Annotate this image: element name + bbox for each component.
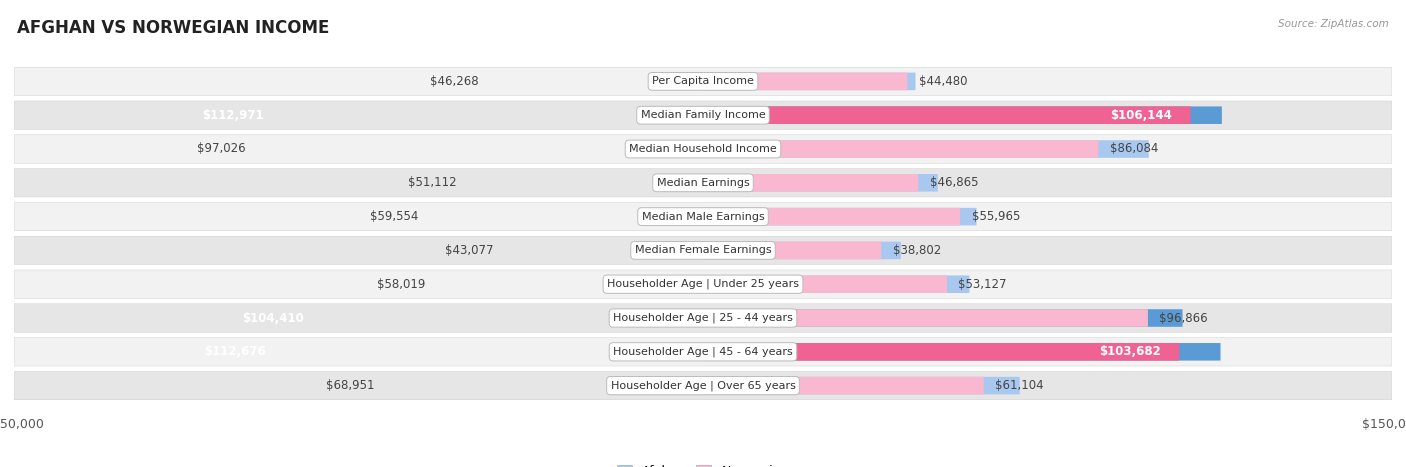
Text: $43,077: $43,077 — [446, 244, 494, 257]
Text: $106,144: $106,144 — [1111, 109, 1173, 122]
Text: $61,104: $61,104 — [995, 379, 1043, 392]
FancyBboxPatch shape — [703, 174, 918, 191]
Text: Householder Age | 45 - 64 years: Householder Age | 45 - 64 years — [613, 347, 793, 357]
Text: Median Household Income: Median Household Income — [628, 144, 778, 154]
Text: Householder Age | Over 65 years: Householder Age | Over 65 years — [610, 380, 796, 391]
Text: Median Female Earnings: Median Female Earnings — [634, 245, 772, 255]
FancyBboxPatch shape — [14, 304, 1392, 332]
FancyBboxPatch shape — [703, 343, 1180, 361]
Text: Per Capita Income: Per Capita Income — [652, 77, 754, 86]
FancyBboxPatch shape — [14, 101, 1392, 129]
FancyBboxPatch shape — [703, 174, 938, 191]
Text: $38,802: $38,802 — [893, 244, 941, 257]
Text: Householder Age | Under 25 years: Householder Age | Under 25 years — [607, 279, 799, 290]
FancyBboxPatch shape — [703, 140, 1149, 158]
Text: Median Earnings: Median Earnings — [657, 178, 749, 188]
Text: $112,676: $112,676 — [204, 345, 266, 358]
FancyBboxPatch shape — [14, 236, 1392, 265]
FancyBboxPatch shape — [703, 377, 984, 395]
FancyBboxPatch shape — [703, 106, 1191, 124]
FancyBboxPatch shape — [703, 309, 1147, 327]
FancyBboxPatch shape — [703, 276, 970, 293]
FancyBboxPatch shape — [703, 208, 977, 226]
Text: Householder Age | 25 - 44 years: Householder Age | 25 - 44 years — [613, 313, 793, 323]
Text: $55,965: $55,965 — [972, 210, 1019, 223]
Text: $51,112: $51,112 — [408, 177, 457, 189]
Text: Source: ZipAtlas.com: Source: ZipAtlas.com — [1278, 19, 1389, 28]
FancyBboxPatch shape — [703, 309, 1182, 327]
Text: $103,682: $103,682 — [1099, 345, 1161, 358]
FancyBboxPatch shape — [703, 208, 960, 226]
Legend: Afghan, Norwegian: Afghan, Norwegian — [613, 460, 793, 467]
FancyBboxPatch shape — [14, 169, 1392, 197]
FancyBboxPatch shape — [14, 371, 1392, 400]
Text: $104,410: $104,410 — [242, 311, 304, 325]
Text: $97,026: $97,026 — [197, 142, 246, 156]
FancyBboxPatch shape — [703, 106, 1222, 124]
Text: $46,268: $46,268 — [430, 75, 479, 88]
Text: $46,865: $46,865 — [929, 177, 979, 189]
FancyBboxPatch shape — [14, 338, 1392, 366]
Text: $44,480: $44,480 — [918, 75, 967, 88]
Text: AFGHAN VS NORWEGIAN INCOME: AFGHAN VS NORWEGIAN INCOME — [17, 19, 329, 37]
FancyBboxPatch shape — [703, 276, 948, 293]
FancyBboxPatch shape — [14, 67, 1392, 96]
Text: $112,971: $112,971 — [202, 109, 264, 122]
Text: $86,084: $86,084 — [1109, 142, 1159, 156]
Text: $96,866: $96,866 — [1160, 311, 1208, 325]
Text: $58,019: $58,019 — [377, 278, 425, 290]
FancyBboxPatch shape — [703, 377, 1019, 395]
Text: Median Male Earnings: Median Male Earnings — [641, 212, 765, 222]
FancyBboxPatch shape — [703, 140, 1098, 158]
FancyBboxPatch shape — [14, 202, 1392, 231]
Text: Median Family Income: Median Family Income — [641, 110, 765, 120]
Text: $59,554: $59,554 — [370, 210, 418, 223]
FancyBboxPatch shape — [703, 343, 1220, 361]
FancyBboxPatch shape — [703, 241, 882, 259]
FancyBboxPatch shape — [703, 72, 907, 90]
Text: $53,127: $53,127 — [959, 278, 1007, 290]
FancyBboxPatch shape — [14, 135, 1392, 163]
Text: $68,951: $68,951 — [326, 379, 375, 392]
FancyBboxPatch shape — [703, 72, 915, 90]
FancyBboxPatch shape — [703, 241, 901, 259]
FancyBboxPatch shape — [14, 270, 1392, 298]
